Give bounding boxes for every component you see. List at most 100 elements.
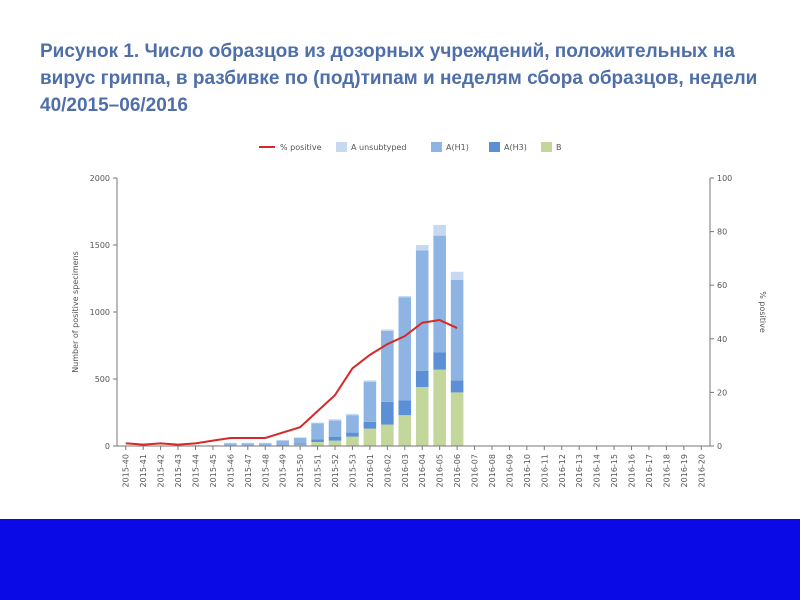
x-tick-label: 2016-10 bbox=[523, 454, 532, 487]
bar-segment bbox=[398, 295, 412, 298]
bar-segment bbox=[381, 329, 394, 331]
x-tick-label: 2015-47 bbox=[244, 454, 253, 487]
bar-segment bbox=[293, 443, 307, 445]
x-tick-label: 2016-04 bbox=[418, 454, 427, 487]
bar-segment bbox=[258, 443, 272, 446]
bar-segment bbox=[293, 437, 307, 438]
bar-segment bbox=[328, 420, 342, 437]
bar-segment bbox=[311, 422, 324, 424]
bar-segment bbox=[363, 380, 377, 382]
x-tick-label: 2016-12 bbox=[558, 454, 567, 487]
footer-band bbox=[0, 519, 800, 600]
bar-segment bbox=[415, 245, 429, 251]
x-tick-label: 2015-52 bbox=[331, 454, 340, 487]
x-tick-label: 2015-42 bbox=[157, 454, 166, 487]
y2-tick-label: 20 bbox=[717, 388, 727, 397]
x-tick-label: 2015-40 bbox=[122, 454, 131, 487]
bar-segment bbox=[381, 330, 394, 402]
x-tick-label: 2016-06 bbox=[453, 454, 462, 487]
bar-segment bbox=[276, 444, 289, 446]
bar-segment bbox=[433, 224, 446, 236]
x-tick-label: 2015-44 bbox=[191, 454, 200, 487]
x-tick-label: 2016-01 bbox=[366, 454, 375, 487]
bar-segment bbox=[450, 392, 464, 446]
y-axis-left: 0 500 1000 1500 2000 bbox=[90, 174, 117, 451]
bar-segment bbox=[328, 436, 342, 441]
x-tick-label: 2016-16 bbox=[628, 454, 637, 487]
y-tick-label: 0 bbox=[105, 442, 110, 451]
y-tick-label: 500 bbox=[95, 375, 110, 384]
bar-segment bbox=[311, 439, 324, 442]
y2-tick-label: 100 bbox=[717, 174, 732, 183]
bar-segment bbox=[293, 444, 307, 446]
bar-segment bbox=[398, 415, 412, 446]
x-tick-label: 2015-50 bbox=[296, 454, 305, 487]
bar-segment bbox=[241, 443, 255, 446]
x-tick-label: 2016-20 bbox=[697, 454, 706, 487]
x-tick-label: 2016-09 bbox=[505, 454, 514, 487]
bar-layer bbox=[119, 224, 464, 446]
y-axis-right: 0 20 40 60 80 100 bbox=[710, 174, 732, 451]
bar-segment bbox=[450, 279, 464, 381]
page-title: Рисунок 1. Число образцов из дозорных уч… bbox=[40, 41, 758, 116]
x-tick-label: 2015-41 bbox=[139, 454, 148, 487]
x-tick-label: 2016-14 bbox=[593, 454, 602, 487]
legend-label: A(H1) bbox=[446, 143, 469, 152]
bar-segment bbox=[276, 439, 289, 441]
y2-tick-label: 60 bbox=[717, 281, 727, 290]
bar-segment bbox=[241, 442, 255, 444]
bar-segment bbox=[398, 400, 412, 416]
bar-segment bbox=[398, 297, 412, 401]
bar-segment bbox=[328, 419, 342, 421]
x-tick-label: 2015-51 bbox=[314, 454, 323, 487]
x-tick-label: 2015-43 bbox=[174, 454, 183, 487]
legend-swatch bbox=[541, 142, 552, 152]
legend-label: A(H3) bbox=[504, 143, 527, 152]
bar-segment bbox=[346, 432, 359, 437]
bar-segment bbox=[381, 401, 394, 425]
bar-segment bbox=[328, 440, 342, 446]
bar-segment bbox=[258, 442, 272, 444]
bar-segment bbox=[311, 423, 324, 440]
x-tick-label: 2016-15 bbox=[610, 454, 619, 487]
bar-segment bbox=[346, 436, 359, 446]
bar-segment bbox=[433, 352, 446, 370]
y-axis-title: Number of positive specimens bbox=[71, 251, 80, 373]
bar-segment bbox=[363, 428, 377, 446]
line-layer bbox=[125, 319, 458, 446]
bar-segment bbox=[346, 413, 359, 416]
x-tick-label: 2016-18 bbox=[662, 454, 671, 487]
legend-label: A unsubtyped bbox=[351, 143, 406, 152]
bar-segment bbox=[363, 381, 377, 422]
bar-segment bbox=[276, 440, 289, 445]
bar-segment bbox=[311, 441, 324, 446]
bar-segment bbox=[450, 271, 464, 280]
legend-label: B bbox=[556, 143, 562, 152]
x-tick-label: 2015-49 bbox=[279, 454, 288, 487]
x-tick-label: 2015-46 bbox=[226, 454, 235, 487]
bar-segment bbox=[224, 442, 237, 444]
bar-segment bbox=[293, 437, 307, 444]
y-tick-label: 1000 bbox=[90, 308, 110, 317]
legend-swatch bbox=[431, 142, 442, 152]
x-tick-label: 2016-13 bbox=[575, 454, 584, 487]
bar-segment bbox=[415, 250, 429, 371]
y-tick-label: 2000 bbox=[90, 174, 110, 183]
y2-tick-label: 0 bbox=[717, 442, 722, 451]
x-tick-label: 2016-05 bbox=[436, 454, 445, 487]
x-tick-label: 2015-45 bbox=[209, 454, 218, 487]
bar-segment bbox=[433, 369, 446, 446]
bar-segment bbox=[346, 415, 359, 433]
bar-segment bbox=[415, 370, 429, 388]
bar-segment bbox=[224, 443, 237, 446]
bar-segment bbox=[450, 380, 464, 393]
x-tick-label: 2016-11 bbox=[540, 454, 549, 487]
y2-tick-label: 80 bbox=[717, 228, 727, 237]
chart-legend: % positive A unsubtyped A(H1) A(H3) B bbox=[259, 142, 562, 152]
y2-axis-title: % positive bbox=[758, 291, 767, 333]
y-tick-label: 1500 bbox=[90, 241, 110, 250]
bar-segment bbox=[415, 387, 429, 446]
bar-segment bbox=[381, 424, 394, 446]
legend-swatch bbox=[336, 142, 347, 152]
